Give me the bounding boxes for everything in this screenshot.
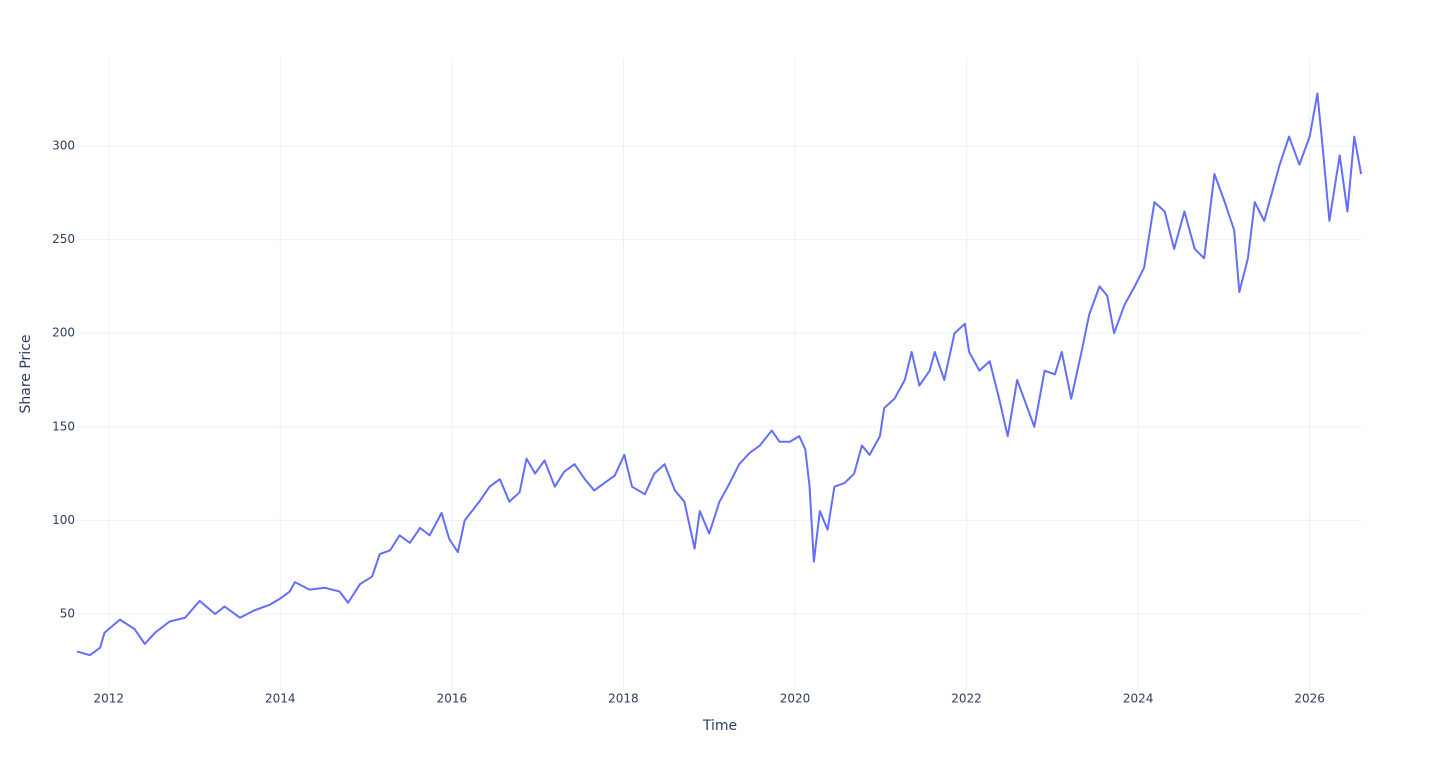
y-axis-title: Share Price — [18, 334, 34, 413]
x-tick-label: 2012 — [93, 692, 124, 706]
y-tick-label: 200 — [52, 326, 75, 340]
y-tick-label: 250 — [52, 232, 75, 246]
line — [76, 92, 1363, 657]
x-tick-label: 2016 — [437, 692, 468, 706]
y-tick-label: 100 — [52, 513, 75, 527]
x-tick-label: 2024 — [1123, 692, 1154, 706]
x-tick-label: 2022 — [951, 692, 982, 706]
y-tick-label: 150 — [52, 419, 75, 433]
x-tick-label: 2014 — [265, 692, 296, 706]
y-tick-label: 50 — [60, 606, 75, 620]
x-tick-label: 2026 — [1294, 692, 1325, 706]
x-tick-label: 2020 — [780, 692, 811, 706]
y-tick-label: 300 — [52, 138, 75, 152]
x-axis-title: Time — [702, 718, 737, 734]
x-tick-label: 2018 — [608, 692, 639, 706]
